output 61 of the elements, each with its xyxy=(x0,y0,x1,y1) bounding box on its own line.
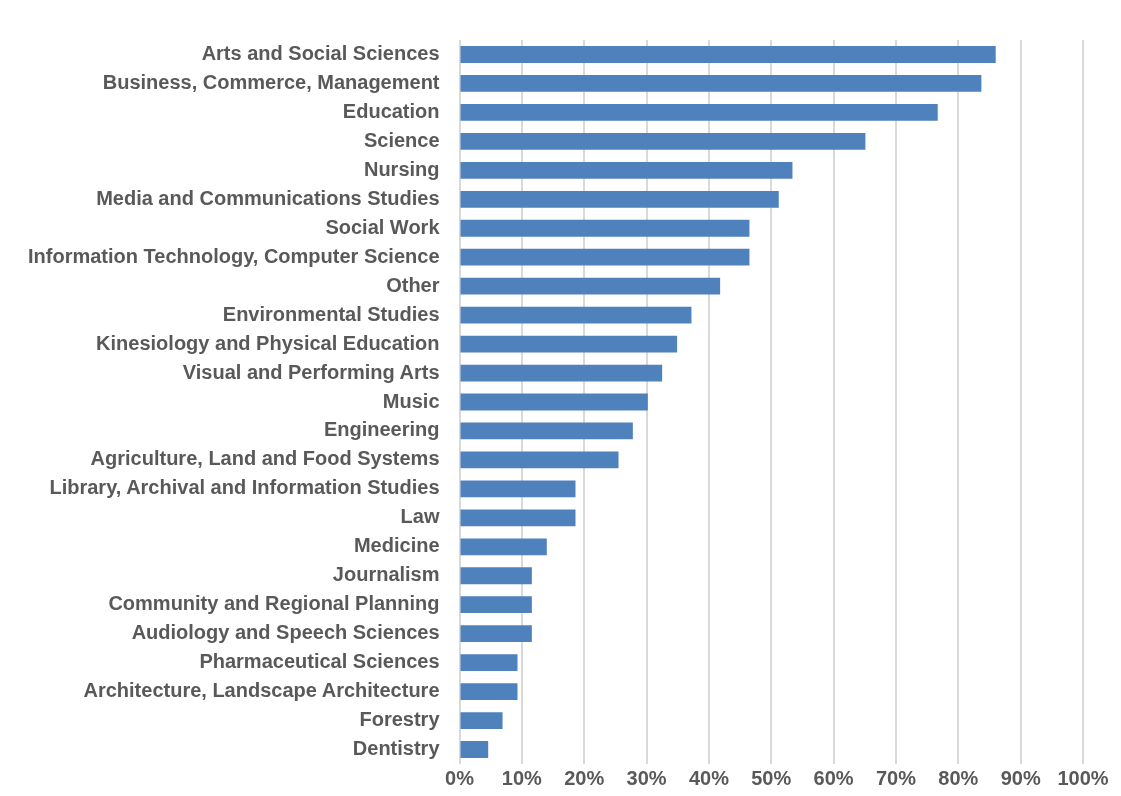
bar xyxy=(460,364,663,382)
bar xyxy=(460,741,489,758)
y-tick-label: Visual and Performing Arts xyxy=(182,360,440,383)
y-tick-label: Law xyxy=(400,505,440,528)
y-tick-label: Arts and Social Sciences xyxy=(201,42,440,64)
y-tick-label: Business, Commerce, Management xyxy=(102,70,440,93)
bar xyxy=(460,480,576,498)
bar xyxy=(460,190,779,208)
x-tick-label: 50% xyxy=(751,766,792,789)
y-tick-label: Media and Communications Studies xyxy=(96,186,440,209)
bar xyxy=(460,625,532,643)
bar xyxy=(460,596,532,614)
bar xyxy=(460,219,750,237)
bar xyxy=(460,306,692,324)
x-tick-label: 100% xyxy=(1057,766,1109,789)
y-tick-label: Music xyxy=(382,389,440,412)
x-tick-label: 20% xyxy=(564,766,605,789)
bar xyxy=(460,248,750,266)
bar xyxy=(460,132,866,150)
x-tick-label: 70% xyxy=(875,766,917,789)
bar xyxy=(460,422,633,440)
y-tick-label: Agriculture, Land and Food Systems xyxy=(90,447,440,470)
bar xyxy=(460,104,938,121)
x-tick-label: 90% xyxy=(1000,766,1041,789)
x-tick-label: 80% xyxy=(938,766,979,789)
y-tick-label: Architecture, Landscape Architecture xyxy=(83,679,440,702)
y-tick-label: Pharmaceutical Sciences xyxy=(199,650,440,673)
bar xyxy=(460,654,518,672)
bar xyxy=(460,567,532,585)
x-tick-label: 60% xyxy=(813,766,854,789)
bar xyxy=(460,335,678,353)
y-tick-label: Science xyxy=(363,128,440,151)
y-tick-label: Forestry xyxy=(359,708,441,731)
y-tick-label: Engineering xyxy=(323,418,440,441)
bar xyxy=(460,538,547,556)
y-tick-label: Education xyxy=(342,99,440,122)
bar xyxy=(460,75,982,92)
x-tick-label: 10% xyxy=(501,766,543,789)
x-tick-label: 30% xyxy=(626,766,667,789)
bar xyxy=(460,46,996,63)
y-tick-label: Kinesiology and Physical Education xyxy=(96,331,440,354)
y-tick-label: Social Work xyxy=(325,215,441,238)
bar xyxy=(460,451,619,469)
y-tick-label: Nursing xyxy=(363,157,440,180)
bar xyxy=(460,393,648,411)
y-tick-label: Information Technology, Computer Science xyxy=(27,244,440,267)
bar xyxy=(460,277,721,295)
y-tick-label: Community and Regional Planning xyxy=(108,592,440,615)
y-tick-label: Audiology and Speech Sciences xyxy=(131,621,440,644)
y-tick-label: Library, Archival and Information Studies xyxy=(49,476,440,499)
y-tick-label: Medicine xyxy=(353,534,440,557)
x-tick-label: 0% xyxy=(445,766,475,789)
y-tick-label: Environmental Studies xyxy=(222,302,440,325)
bar xyxy=(460,509,576,527)
bar xyxy=(460,161,793,179)
bar xyxy=(460,683,518,700)
x-tick-label: 40% xyxy=(688,766,730,789)
bar xyxy=(460,712,503,729)
y-tick-label: Other xyxy=(386,273,440,296)
y-tick-label: Journalism xyxy=(332,563,440,586)
y-tick-label: Dentistry xyxy=(352,737,441,760)
